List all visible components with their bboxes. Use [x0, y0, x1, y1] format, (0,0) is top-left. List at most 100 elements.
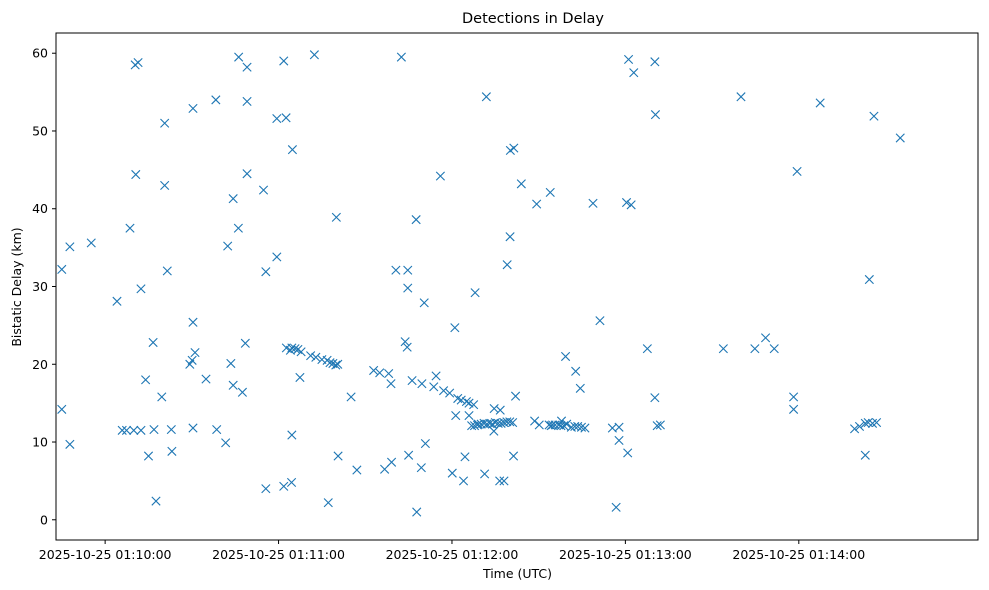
- data-point: [629, 68, 639, 78]
- data-point: [131, 169, 141, 180]
- data-point: [166, 424, 176, 435]
- data-point: [417, 379, 427, 389]
- data-point: [556, 421, 566, 431]
- data-point: [285, 345, 295, 355]
- data-point: [325, 358, 335, 368]
- data-point: [419, 298, 429, 308]
- data-point: [532, 199, 542, 209]
- data-point: [133, 57, 143, 68]
- data-point: [467, 421, 477, 431]
- data-point: [815, 98, 825, 108]
- data-point: [650, 57, 660, 67]
- data-point: [508, 417, 518, 428]
- data-point: [508, 451, 519, 461]
- data-point: [614, 422, 624, 432]
- data-point: [650, 110, 661, 120]
- data-point: [416, 463, 426, 473]
- data-point: [626, 200, 636, 210]
- data-point: [470, 288, 480, 298]
- data-point: [871, 417, 882, 428]
- data-point: [121, 425, 132, 435]
- data-point: [456, 395, 466, 405]
- y-axis-label: Bistatic Delay (km): [9, 227, 24, 346]
- data-point: [148, 337, 158, 348]
- data-point: [386, 379, 396, 389]
- data-point: [57, 264, 67, 274]
- data-point: [435, 171, 445, 181]
- data-point: [234, 52, 244, 62]
- data-point: [453, 393, 463, 404]
- data-point: [438, 386, 449, 396]
- data-point: [237, 387, 248, 397]
- data-point: [412, 507, 422, 517]
- data-point: [458, 476, 469, 486]
- data-point: [375, 368, 385, 378]
- data-point: [460, 452, 470, 462]
- data-point: [623, 448, 633, 458]
- data-point: [136, 284, 146, 294]
- data-point: [560, 351, 571, 362]
- data-point: [223, 241, 233, 251]
- data-point: [391, 265, 401, 275]
- data-point: [623, 54, 634, 65]
- data-point: [611, 502, 621, 512]
- data-point: [621, 197, 632, 208]
- data-point: [281, 113, 291, 123]
- data-point: [261, 267, 271, 277]
- x-tick-label: 2025-10-25 01:10:00: [39, 547, 172, 562]
- y-tick-label: 30: [32, 279, 48, 294]
- data-point: [221, 438, 231, 448]
- data-point: [451, 410, 461, 421]
- data-point: [228, 380, 238, 390]
- data-point: [760, 333, 771, 343]
- data-point: [404, 450, 414, 460]
- data-point: [516, 179, 526, 189]
- data-point: [160, 118, 170, 128]
- data-point: [261, 484, 271, 494]
- data-point: [502, 260, 512, 270]
- data-point: [464, 410, 474, 421]
- data-point: [143, 451, 154, 461]
- data-point: [188, 423, 198, 433]
- data-point: [117, 425, 127, 435]
- data-point: [233, 223, 243, 233]
- data-point: [162, 266, 172, 276]
- data-point: [461, 396, 472, 407]
- data-point: [407, 376, 417, 386]
- data-point: [331, 212, 341, 222]
- data-point: [495, 476, 505, 486]
- data-point: [311, 352, 321, 362]
- data-point: [652, 421, 662, 431]
- data-point: [402, 342, 412, 352]
- data-point: [380, 464, 390, 474]
- data-point: [736, 92, 746, 102]
- data-point: [431, 371, 441, 381]
- data-point: [403, 265, 413, 275]
- data-point: [65, 242, 75, 252]
- data-point: [240, 338, 250, 348]
- data-point: [495, 405, 505, 415]
- data-point: [286, 477, 297, 488]
- data-point: [534, 420, 544, 430]
- data-point: [588, 198, 598, 208]
- data-point: [864, 274, 874, 285]
- data-point: [228, 194, 238, 204]
- data-point: [469, 400, 479, 410]
- data-point: [384, 369, 394, 379]
- data-point: [129, 425, 139, 435]
- data-point: [188, 103, 198, 114]
- data-point: [545, 187, 555, 197]
- data-point: [854, 421, 865, 432]
- data-point: [306, 351, 316, 361]
- data-point: [287, 145, 298, 155]
- data-point: [258, 185, 269, 195]
- data-point: [750, 344, 760, 354]
- data-point: [580, 423, 590, 433]
- data-point: [369, 365, 379, 376]
- data-point: [242, 169, 252, 179]
- data-point: [136, 425, 146, 435]
- data-point: [333, 451, 343, 461]
- data-point: [481, 92, 491, 102]
- data-point: [201, 374, 211, 384]
- data-point: [167, 446, 177, 456]
